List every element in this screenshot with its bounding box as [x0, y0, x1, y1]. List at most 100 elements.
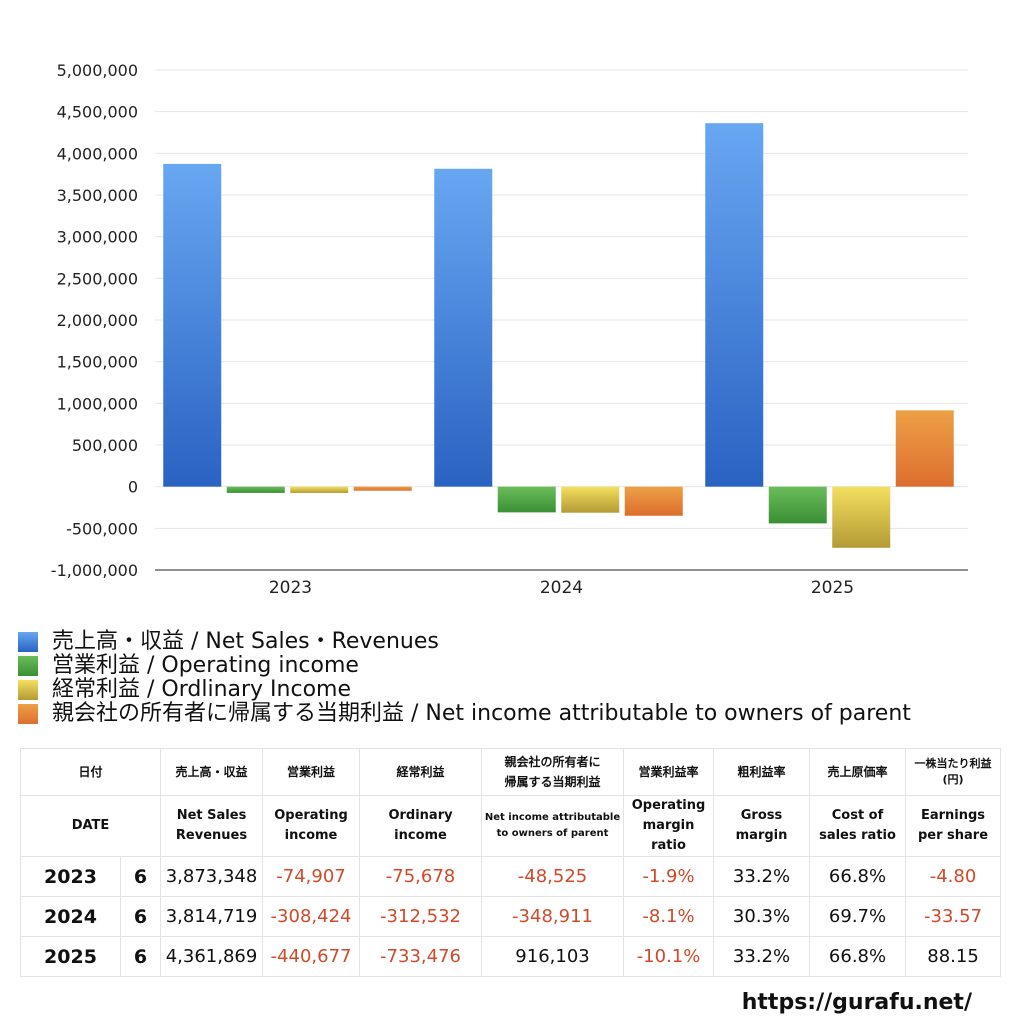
x-axis-ticks: 2023 2024 2025: [269, 578, 854, 598]
cell-month: 6: [119, 896, 162, 937]
y-tick-label: 1,000,000: [57, 394, 138, 413]
legend-label-operating-income: 営業利益 / Operating income: [52, 653, 359, 678]
header-eps-jp: 一株当たり利益 (円): [905, 748, 1002, 796]
header-sales-en: Net Sales Revenues: [160, 795, 264, 857]
y-tick-label: 3,000,000: [57, 228, 138, 247]
table-row: 2023 6 3,873,348 -74,907 -75,678 -48,525…: [20, 856, 1002, 897]
header-gross-en-line2: margin: [735, 828, 788, 843]
bar-2025-series-3: [895, 410, 954, 487]
cell-net: -48,525: [481, 856, 625, 897]
cell-cost: 66.8%: [809, 936, 907, 977]
bar-2025-series-1: [768, 486, 827, 524]
table-row: 2025 6 4,361,869 -440,677 -733,476 916,1…: [20, 936, 1002, 977]
bar-2024-series-3: [624, 486, 683, 516]
bar-2024-series-0: [434, 168, 493, 487]
legend-swatch-net-sales: [18, 632, 38, 652]
cell-eps: 88.15: [905, 936, 1002, 977]
header-operating-jp: 営業利益: [262, 748, 361, 796]
bar-2023-series-2: [290, 486, 349, 493]
table-row: 2024 6 3,814,719 -308,424 -312,532 -348,…: [20, 896, 1002, 937]
bar-2023-series-0: [163, 163, 222, 487]
y-tick-label: 5,000,000: [57, 61, 138, 80]
bar-2023-series-1: [226, 486, 285, 493]
header-net-jp-line1: 親会社の所有者に: [504, 755, 601, 769]
header-operating-en: Operating income: [262, 795, 361, 857]
cell-op-margin: -1.9%: [623, 856, 715, 897]
header-op-margin-jp: 営業利益率: [623, 748, 715, 796]
header-eps-jp-line1: 一株当たり利益: [914, 757, 992, 770]
legend-swatch-ordinary-income: [18, 680, 38, 700]
header-eps-en-line2: per share: [917, 828, 989, 843]
header-eps-jp-line2: (円): [942, 773, 964, 786]
cell-net: 916,103: [481, 936, 625, 977]
header-cost-jp: 売上原価率: [809, 748, 907, 796]
y-tick-label: 1,500,000: [57, 353, 138, 372]
bar-2023-series-3: [353, 486, 412, 491]
legend-item-ordinary-income: 経常利益 / Ordlinary Income: [18, 678, 1018, 702]
header-op-margin-en-line3: ratio: [651, 838, 686, 853]
cell-sales: 3,873,348: [160, 856, 264, 897]
header-net-en: Net income attributable to owners of pare…: [481, 795, 625, 857]
header-cost-en: Cost of sales ratio: [809, 795, 907, 857]
cell-ordinary: -312,532: [359, 896, 483, 937]
header-gross-en-line1: Gross: [740, 808, 783, 823]
header-eps-en: Earnings per share: [905, 795, 1002, 857]
y-tick-label: 4,500,000: [57, 103, 138, 122]
header-net-jp: 親会社の所有者に 帰属する当期利益: [481, 748, 625, 796]
cell-year: 2024: [20, 896, 121, 937]
cell-sales: 4,361,869: [160, 936, 264, 977]
y-tick-label: 3,500,000: [57, 186, 138, 205]
header-gross-en: Gross margin: [713, 795, 811, 857]
bars: [163, 123, 954, 548]
source-url: https://gurafu.net/: [741, 990, 972, 1015]
financial-data-table: 日付 売上高・収益 営業利益 経常利益 親会社の所有者に 帰属する当期利益 営業利…: [19, 748, 1002, 977]
cell-gross: 33.2%: [713, 936, 811, 977]
bar-2025-series-2: [832, 486, 891, 548]
cell-net: -348,911: [481, 896, 625, 937]
cell-ordinary: -733,476: [359, 936, 483, 977]
header-eps-en-line1: Earnings: [920, 808, 986, 823]
cell-year: 2023: [20, 856, 121, 897]
cell-month: 6: [119, 936, 162, 977]
cell-gross: 30.3%: [713, 896, 811, 937]
bar-2025-series-0: [705, 123, 764, 487]
legend-item-net-sales: 売上高・収益 / Net Sales・Revenues: [18, 630, 1018, 654]
cell-eps: -4.80: [905, 856, 1002, 897]
header-net-jp-line2: 帰属する当期利益: [504, 775, 601, 789]
cell-sales: 3,814,719: [160, 896, 264, 937]
legend-swatch-operating-income: [18, 656, 38, 676]
header-op-margin-en-line2: margin: [642, 818, 695, 833]
y-tick-label: 2,000,000: [57, 311, 138, 330]
header-date-jp: 日付: [19, 748, 162, 796]
cell-operating: -74,907: [262, 856, 361, 897]
y-axis-ticks: 5,000,000 4,500,000 4,000,000 3,500,000 3,00…: [51, 61, 138, 580]
y-tick-label: -500,000: [66, 519, 138, 538]
bar-chart: 5,000,000 4,500,000 4,000,000 3,500,000 3,00…: [51, 61, 968, 598]
header-date-en: DATE: [19, 795, 162, 857]
legend-item-operating-income: 営業利益 / Operating income: [18, 654, 1018, 678]
bar-2024-series-2: [561, 486, 620, 513]
x-tick-label: 2025: [811, 578, 854, 598]
header-ordinary-jp: 経常利益: [359, 748, 483, 796]
y-tick-label: 4,000,000: [57, 144, 138, 163]
y-tick-label: 2,500,000: [57, 269, 138, 288]
legend-swatch-net-income: [18, 704, 38, 724]
y-tick-label: 0: [128, 478, 138, 497]
header-operating-en-line1: Operating: [274, 808, 348, 823]
cell-gross: 33.2%: [713, 856, 811, 897]
y-tick-label: -1,000,000: [51, 561, 138, 580]
header-op-margin-en-line1: Operating: [631, 798, 706, 813]
cell-cost: 69.7%: [809, 896, 907, 937]
header-op-margin-en: Operating margin ratio: [623, 795, 715, 857]
legend-label-net-sales: 売上高・収益 / Net Sales・Revenues: [52, 629, 439, 654]
x-tick-label: 2023: [269, 578, 312, 598]
chart-legend: 売上高・収益 / Net Sales・Revenues 営業利益 / Opera…: [18, 630, 1018, 726]
legend-label-net-income: 親会社の所有者に帰属する当期利益 / Net income attributab…: [52, 701, 911, 726]
table-header-jp: 日付 売上高・収益 営業利益 経常利益 親会社の所有者に 帰属する当期利益 営業利…: [19, 748, 1002, 796]
cell-ordinary: -75,678: [359, 856, 483, 897]
cell-operating: -308,424: [262, 896, 361, 937]
cell-cost: 66.8%: [809, 856, 907, 897]
legend-label-ordinary-income: 経常利益 / Ordlinary Income: [52, 677, 351, 702]
header-ordinary-en-line2: income: [394, 828, 447, 843]
bar-2024-series-1: [497, 486, 556, 513]
